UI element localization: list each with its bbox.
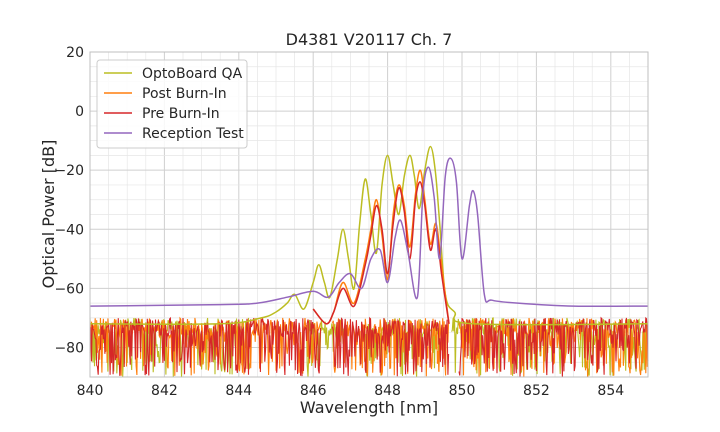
optoboard-noise-floor — [89, 317, 649, 377]
tick-labels: 840 842 844 846 848 850 852 854 −80 −60 −40 −20 0 20 — [54, 45, 624, 399]
y-tick-label: −60 — [54, 281, 84, 297]
legend-label-pre-burn-in: Pre Burn-In — [142, 106, 220, 122]
x-tick-label: 854 — [597, 383, 624, 399]
y-axis-label: Optical Power [dB] — [39, 140, 58, 289]
series-line-optoboard-qa — [89, 145, 649, 326]
x-tick-label: 844 — [225, 383, 252, 399]
series-lines — [89, 145, 649, 326]
series-line-pre-burn-in — [312, 181, 450, 325]
x-axis-label: Wavelength [nm] — [300, 398, 438, 417]
legend-label-optoboard-qa: OptoBoard QA — [142, 66, 243, 82]
x-tick-label: 852 — [523, 383, 550, 399]
legend-label-post-burn-in: Post Burn-In — [142, 86, 227, 102]
series-line-reception-test — [89, 157, 649, 308]
x-tick-label: 842 — [151, 383, 178, 399]
legend-box — [96, 59, 248, 149]
y-tick-label: 20 — [66, 45, 84, 61]
legend-label-reception-test: Reception Test — [142, 126, 244, 142]
x-tick-label: 840 — [77, 383, 104, 399]
chart-title: D4381 V20117 Ch. 7 — [286, 30, 453, 49]
x-tick-label: 848 — [374, 383, 401, 399]
plot-border — [89, 51, 649, 378]
y-tick-label: 0 — [75, 104, 84, 120]
x-tick-label: 850 — [449, 383, 476, 399]
pre-burn-in-noise-floor — [89, 316, 649, 377]
y-tick-label: −20 — [54, 163, 84, 179]
legend: OptoBoard QA Post Burn-In Pre Burn-In Recep… — [96, 59, 248, 149]
x-tick-label: 846 — [300, 383, 327, 399]
y-tick-label: −80 — [54, 340, 84, 356]
noise-floor — [89, 316, 649, 377]
y-tick-label: −40 — [54, 222, 84, 238]
